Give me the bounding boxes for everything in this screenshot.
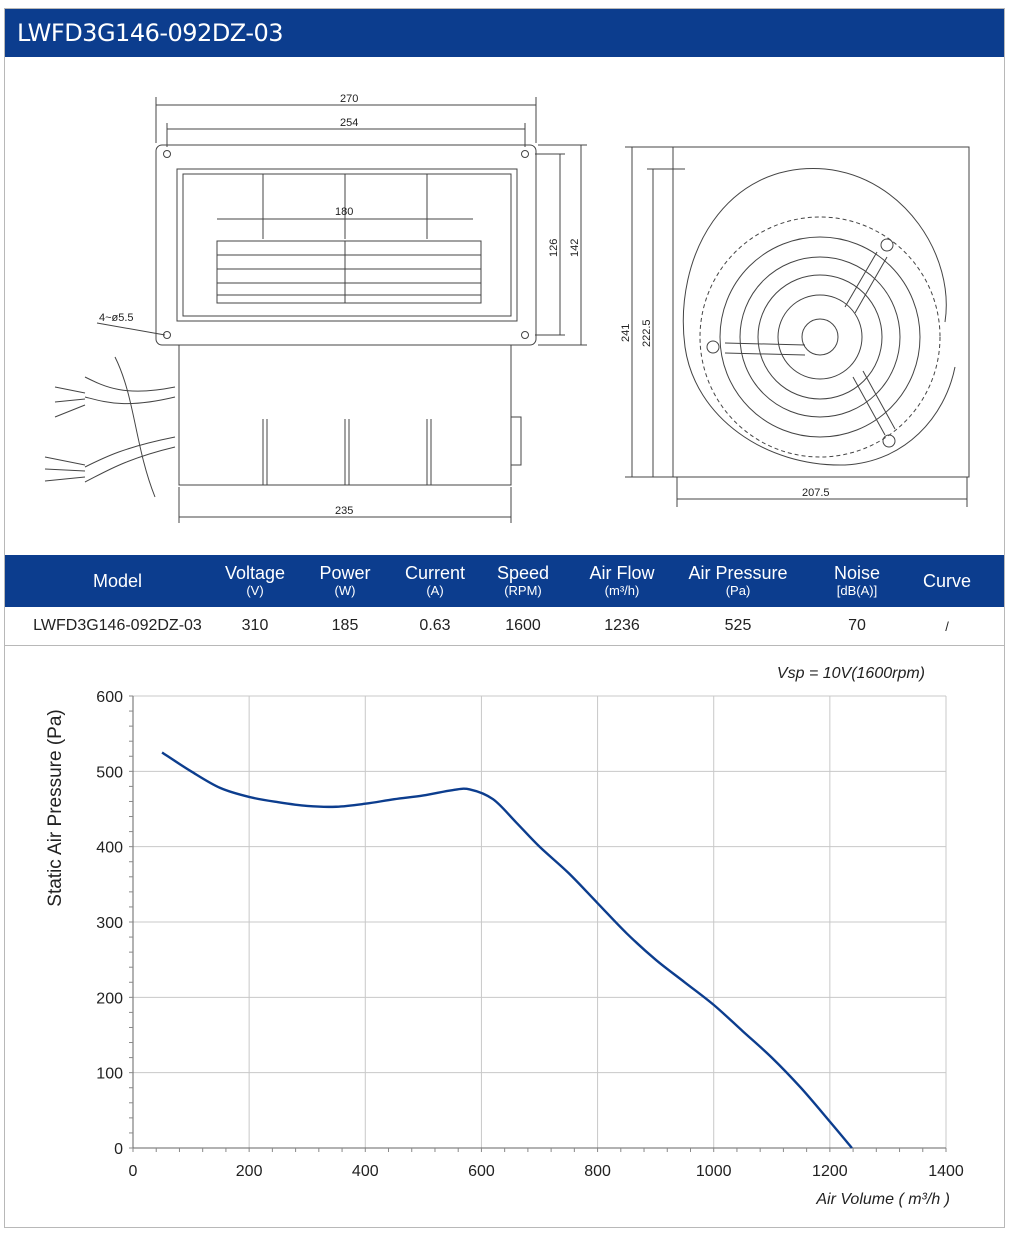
x-tick-label: 800	[584, 1163, 611, 1180]
y-tick-label: 400	[96, 840, 123, 857]
pressure-curve	[161, 751, 853, 1149]
col-current: Current (A)	[393, 555, 477, 607]
dim-207-5: 207.5	[802, 487, 830, 499]
cell-voltage: 310	[241, 617, 269, 634]
y-tick-label: 0	[114, 1141, 123, 1158]
col-air-flow: Air Flow (m³/h)	[575, 555, 669, 607]
cell-air-pressure: 525	[724, 617, 752, 634]
speed-annotation: Vsp = 10V(1600rpm)	[777, 665, 925, 682]
col-model: Model	[5, 555, 230, 607]
performance-chart: 0 200 400 600 800 1000 1200 1400 0 100 200 300 400 50…	[5, 646, 1004, 1226]
scroll-housing	[682, 168, 956, 466]
cell-current: 0.63	[419, 617, 451, 634]
col-label: Curve	[922, 571, 971, 591]
cell-noise: 70	[848, 617, 866, 634]
col-curve: Curve	[905, 555, 989, 607]
x-tick-label: 1000	[696, 1163, 732, 1180]
y-tick-label: 200	[96, 990, 123, 1007]
technical-drawing: 270 254 180 235 4~ø5.5 126 142 241 222.5…	[5, 57, 1004, 555]
col-label: Current	[404, 563, 466, 583]
header-bar: LWFD3G146-092DZ-03	[5, 9, 1004, 57]
col-unit: (Pa)	[725, 583, 751, 598]
col-air-pressure: Air Pressure (Pa)	[678, 555, 798, 607]
col-label: Speed	[496, 563, 550, 583]
page-frame	[4, 8, 1005, 1228]
spec-table-header: Model Voltage (V) Power (W) Current (A) …	[5, 555, 1004, 607]
cell-speed: 1600	[505, 617, 541, 634]
cell-power: 185	[331, 617, 359, 634]
dim-270: 270	[340, 93, 358, 105]
side-housing	[672, 146, 970, 478]
col-label: Air Flow	[589, 563, 655, 583]
col-label: Air Pressure	[688, 563, 788, 583]
y-tick-label: 500	[96, 764, 123, 781]
dim-241: 241	[620, 324, 632, 342]
col-speed: Speed (RPM)	[481, 555, 565, 607]
col-unit: (m³/h)	[604, 583, 640, 598]
col-unit: (A)	[426, 583, 444, 598]
col-voltage: Voltage (V)	[213, 555, 297, 607]
dim-142: 142	[569, 239, 581, 257]
dim-180: 180	[335, 206, 353, 218]
dim-holes: 4~ø5.5	[99, 312, 134, 324]
col-label: Power	[319, 563, 371, 583]
x-tick-label: 400	[352, 1163, 379, 1180]
col-label: Voltage	[224, 563, 286, 583]
cell-curve: /	[945, 618, 949, 634]
col-unit: (V)	[246, 583, 264, 598]
y-tick-label: 300	[96, 915, 123, 932]
x-tick-label: 200	[236, 1163, 263, 1180]
col-power: Power (W)	[303, 555, 387, 607]
spec-table-row: LWFD3G146-092DZ-03 310 185 0.63 1600 123…	[5, 607, 1004, 646]
col-unit: [dB(A)]	[836, 583, 878, 598]
dim-126: 126	[548, 239, 560, 257]
x-tick-label: 1200	[812, 1163, 848, 1180]
col-label: Model	[92, 571, 143, 591]
y-axis-label: Static Air Pressure (Pa)	[45, 709, 66, 906]
x-tick-label: 1400	[928, 1163, 964, 1180]
outlet-opening	[176, 168, 518, 322]
cell-air-flow: 1236	[604, 617, 640, 634]
x-axis-label: Air Volume ( m³/h )	[815, 1191, 950, 1208]
col-label: Noise	[833, 563, 881, 583]
col-unit: (RPM)	[504, 583, 542, 598]
front-flange	[155, 144, 537, 346]
x-tick-label: 0	[129, 1163, 138, 1180]
cell-model: LWFD3G146-092DZ-03	[33, 617, 202, 634]
y-tick-label: 100	[96, 1066, 123, 1083]
dim-222-5: 222.5	[641, 319, 653, 347]
impeller	[216, 240, 482, 304]
x-tick-label: 600	[468, 1163, 495, 1180]
chart-svg: 0 200 400 600 800 1000 1200 1400 0 100 200 300 400 50…	[45, 665, 964, 1208]
col-noise: Noise [dB(A)]	[815, 555, 899, 607]
model-title: LWFD3G146-092DZ-03	[17, 19, 284, 47]
drawing-svg: 270 254 180 235 4~ø5.5 126 142 241 222.5…	[44, 93, 970, 523]
dim-235: 235	[335, 505, 353, 517]
y-tick-label: 600	[96, 689, 123, 706]
dim-254: 254	[340, 117, 358, 129]
col-unit: (W)	[334, 583, 356, 598]
